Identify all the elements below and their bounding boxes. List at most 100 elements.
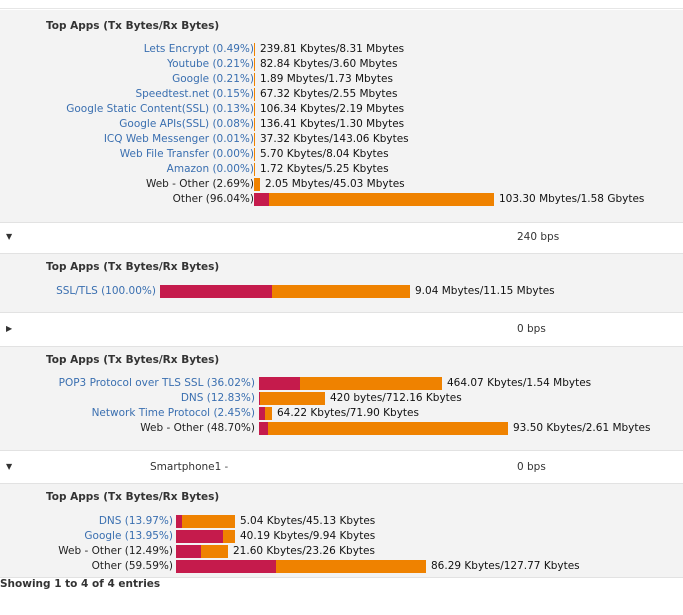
rx-bar-segment [254,103,255,116]
section-heading: Top Apps (Tx Bytes/Rx Bytes) [46,261,220,273]
tx-bar-segment [160,285,272,298]
tx-bar-segment [176,545,201,558]
usage-bar [176,515,235,528]
app-row: Other (96.04%) 103.30 Mbytes/1.58 Gbytes [0,192,683,207]
tx-bar-segment [176,560,276,573]
usage-bar [160,285,410,298]
app-link[interactable]: Network Time Protocol (2.45%) [91,407,255,419]
tx-bar-segment [176,515,182,528]
tx-bar-segment [259,392,260,405]
device-throughput: 0 bps [517,461,546,473]
app-row: Other (59.59%) 86.29 Kbytes/127.77 Kbytes [0,559,683,574]
app-link[interactable]: Youtube (0.21%) [167,58,254,70]
app-row: Speedtest.net (0.15%) 67.32 Kbytes/2.55 M… [0,87,683,102]
device-row-4[interactable]: ▼ Smartphone1 - 0 bps [0,451,683,484]
app-row: Google Static Content(SSL) (0.13%) 106.34… [0,102,683,117]
usage-bar [254,43,255,56]
usage-bar [254,118,255,131]
rx-bar-segment [254,88,255,101]
traffic-value: 2.05 Mbytes/45.03 Mbytes [265,178,405,190]
rx-bar-segment [182,515,235,528]
traffic-value: 67.32 Kbytes/2.55 Mbytes [260,88,398,100]
rx-bar-segment [276,560,426,573]
rx-bar-segment [300,377,442,390]
app-link[interactable]: SSL/TLS (100.00%) [56,285,156,297]
section-heading: Top Apps (Tx Bytes/Rx Bytes) [46,20,220,32]
usage-bar [254,88,255,101]
app-row: Web - Other (12.49%) 21.60 Kbytes/23.26 K… [0,544,683,559]
app-link[interactable]: Google APIs(SSL) (0.08%) [119,118,254,130]
app-link[interactable]: Web File Transfer (0.00%) [119,148,254,160]
apps-panel-4: Top Apps (Tx Bytes/Rx Bytes) DNS (13.97%… [0,484,683,578]
rx-bar-segment [254,73,255,86]
device-row-3[interactable]: ▶ 0 bps [0,313,683,347]
device-name: Smartphone1 - [150,461,229,473]
app-link[interactable]: Speedtest.net (0.15%) [135,88,254,100]
rx-bar-segment [254,43,255,56]
chevron-down-icon[interactable]: ▼ [6,462,13,471]
rx-bar-segment [254,148,255,161]
app-row: Web - Other (2.69%) 2.05 Mbytes/45.03 Mby… [0,177,683,192]
app-row: POP3 Protocol over TLS SSL (36.02%) 464.0… [0,376,683,391]
usage-bar [254,103,255,116]
rx-bar-segment [260,392,325,405]
tx-bar-segment [259,377,300,390]
device-throughput: 240 bps [517,231,560,243]
app-link[interactable]: ICQ Web Messenger (0.01%) [103,133,254,145]
usage-bar [259,407,272,420]
chevron-right-icon[interactable]: ▶ [6,324,13,333]
app-row: DNS (13.97%) 5.04 Kbytes/45.13 Kbytes [0,514,683,529]
usage-bar [259,377,442,390]
rx-bar-segment [265,407,272,420]
usage-bar [254,133,255,146]
usage-bar [254,148,255,161]
app-label: Web - Other (12.49%) [58,545,173,557]
rx-bar-segment [254,133,255,146]
app-link[interactable]: DNS (12.83%) [180,392,255,404]
app-link[interactable]: DNS (13.97%) [98,515,173,527]
usage-bar [176,530,235,543]
rx-bar-segment [254,118,255,131]
app-row: Google (0.21%) 1.89 Mbytes/1.73 Mbytes [0,72,683,87]
traffic-value: 1.72 Kbytes/5.25 Kbytes [260,163,389,175]
traffic-value: 464.07 Kbytes/1.54 Mbytes [447,377,592,389]
app-link[interactable]: Lets Encrypt (0.49%) [143,43,254,55]
app-link[interactable]: Google (0.21%) [172,73,254,85]
traffic-value: 420 bytes/712.16 Kbytes [330,392,462,404]
usage-bar [254,73,255,86]
tx-bar-segment [176,530,223,543]
apps-panel-1: Top Apps (Tx Bytes/Rx Bytes) Lets Encryp… [0,10,683,223]
rx-bar-segment [272,285,410,298]
app-link[interactable]: Google (13.95%) [84,530,173,542]
rx-bar-segment [254,178,260,191]
chevron-down-icon[interactable]: ▼ [6,232,13,241]
tx-bar-segment [259,422,268,435]
entries-summary: Showing 1 to 4 of 4 entries [0,578,161,590]
app-link[interactable]: Google Static Content(SSL) (0.13%) [66,103,254,115]
traffic-value: 9.04 Mbytes/11.15 Mbytes [415,285,555,297]
traffic-value: 40.19 Kbytes/9.94 Kbytes [240,530,376,542]
usage-bar [254,58,255,71]
device-row-2[interactable]: ▼ 240 bps [0,223,683,254]
traffic-value: 5.70 Kbytes/8.04 Kbytes [260,148,389,160]
traffic-value: 5.04 Kbytes/45.13 Kbytes [240,515,376,527]
app-row: Google APIs(SSL) (0.08%) 136.41 Kbytes/1.… [0,117,683,132]
device-throughput: 0 bps [517,323,546,335]
section-heading: Top Apps (Tx Bytes/Rx Bytes) [46,354,220,366]
traffic-value: 1.89 Mbytes/1.73 Mbytes [260,73,393,85]
app-row: Lets Encrypt (0.49%) 239.81 Kbytes/8.31 M… [0,42,683,57]
app-label: Web - Other (2.69%) [145,178,254,190]
rx-bar-segment [268,422,508,435]
section-heading: Top Apps (Tx Bytes/Rx Bytes) [46,491,220,503]
app-link[interactable]: POP3 Protocol over TLS SSL (36.02%) [58,377,255,389]
traffic-value: 103.30 Mbytes/1.58 Gbytes [499,193,645,205]
redacted-address [228,461,323,473]
app-row: Amazon (0.00%) 1.72 Kbytes/5.25 Kbytes [0,162,683,177]
traffic-value: 86.29 Kbytes/127.77 Kbytes [431,560,580,572]
app-link[interactable]: Amazon (0.00%) [166,163,254,175]
app-row: DNS (12.83%) 420 bytes/712.16 Kbytes [0,391,683,406]
tx-bar-segment [254,193,269,206]
app-row: Youtube (0.21%) 82.84 Kbytes/3.60 Mbytes [0,57,683,72]
apps-panel-2: Top Apps (Tx Bytes/Rx Bytes) SSL/TLS (10… [0,254,683,313]
usage-bar [254,193,494,206]
